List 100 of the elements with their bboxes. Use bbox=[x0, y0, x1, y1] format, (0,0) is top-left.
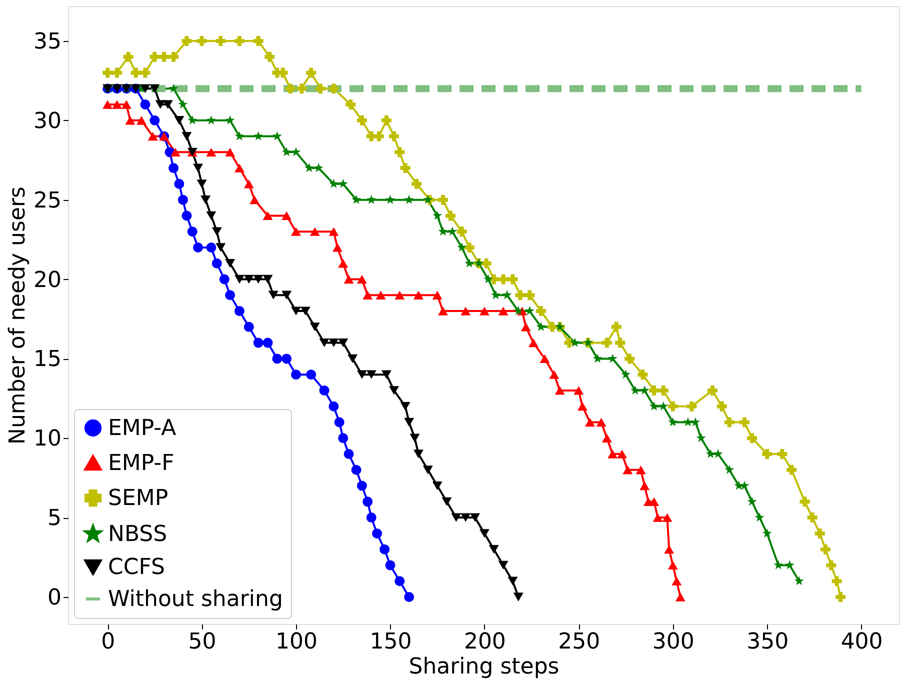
point bbox=[234, 274, 244, 284]
point bbox=[250, 195, 260, 204]
point bbox=[334, 417, 344, 428]
point bbox=[754, 512, 764, 522]
point bbox=[675, 592, 686, 602]
point bbox=[178, 100, 188, 109]
x-tick-label: 150 bbox=[370, 630, 412, 654]
point bbox=[174, 178, 184, 189]
point bbox=[640, 385, 650, 395]
point bbox=[206, 211, 216, 220]
point bbox=[640, 481, 650, 490]
point bbox=[187, 226, 198, 237]
point bbox=[498, 560, 508, 570]
y-tick-label: 35 bbox=[34, 29, 62, 54]
x-tick-label: 400 bbox=[840, 630, 883, 654]
point bbox=[394, 576, 405, 586]
point bbox=[366, 370, 376, 379]
point bbox=[706, 449, 716, 458]
point bbox=[319, 385, 330, 396]
point bbox=[608, 354, 618, 363]
point bbox=[212, 227, 222, 236]
point bbox=[244, 274, 254, 284]
point bbox=[206, 148, 216, 156]
point bbox=[366, 512, 376, 523]
point bbox=[206, 115, 216, 124]
point bbox=[319, 338, 330, 348]
point bbox=[570, 338, 580, 347]
point bbox=[432, 290, 442, 300]
point bbox=[442, 497, 452, 506]
point bbox=[413, 290, 424, 300]
point bbox=[272, 131, 282, 140]
point bbox=[662, 513, 672, 522]
point bbox=[291, 147, 301, 156]
point bbox=[460, 513, 471, 522]
point bbox=[328, 178, 338, 188]
point bbox=[794, 576, 804, 586]
point bbox=[125, 116, 136, 125]
point bbox=[400, 402, 410, 411]
point bbox=[577, 402, 588, 411]
point bbox=[483, 274, 493, 284]
point bbox=[200, 195, 211, 204]
point bbox=[306, 370, 316, 380]
point bbox=[554, 386, 565, 395]
point bbox=[262, 338, 273, 348]
point bbox=[253, 338, 264, 348]
point bbox=[664, 545, 674, 554]
point bbox=[372, 528, 382, 538]
point bbox=[404, 418, 414, 427]
point bbox=[168, 84, 178, 93]
point bbox=[513, 592, 524, 602]
point bbox=[225, 290, 236, 300]
point bbox=[683, 417, 693, 426]
point bbox=[479, 306, 490, 316]
point bbox=[178, 194, 188, 205]
point bbox=[404, 592, 414, 602]
point bbox=[380, 544, 390, 554]
point bbox=[410, 434, 420, 442]
point bbox=[464, 258, 474, 268]
point bbox=[348, 354, 358, 364]
point bbox=[234, 131, 244, 140]
point bbox=[528, 338, 538, 348]
point bbox=[314, 163, 324, 172]
point bbox=[182, 132, 192, 141]
point bbox=[404, 194, 414, 204]
point bbox=[300, 306, 310, 316]
point bbox=[219, 274, 230, 284]
point bbox=[282, 354, 292, 364]
point bbox=[520, 322, 531, 332]
point bbox=[668, 417, 678, 426]
point bbox=[381, 370, 392, 379]
point bbox=[356, 370, 367, 379]
point bbox=[457, 242, 467, 252]
point bbox=[479, 529, 490, 538]
y-tick-label: 20 bbox=[34, 268, 62, 293]
point bbox=[356, 480, 367, 491]
point bbox=[174, 116, 184, 125]
point bbox=[170, 148, 180, 156]
point bbox=[262, 211, 273, 220]
point bbox=[206, 242, 216, 252]
point bbox=[488, 545, 499, 554]
point bbox=[344, 449, 354, 459]
point bbox=[514, 306, 524, 316]
point bbox=[388, 386, 399, 395]
point bbox=[182, 210, 192, 221]
point bbox=[225, 148, 236, 156]
point bbox=[470, 513, 480, 522]
point bbox=[352, 194, 362, 204]
point bbox=[310, 322, 320, 332]
point bbox=[193, 242, 204, 252]
point bbox=[234, 306, 244, 316]
legend-label: Without sharing bbox=[108, 587, 283, 612]
point bbox=[622, 466, 633, 474]
point bbox=[338, 178, 348, 188]
y-tick-label: 25 bbox=[34, 188, 62, 214]
point bbox=[376, 290, 386, 300]
legend-label: EMP-F bbox=[108, 451, 174, 476]
point bbox=[617, 450, 627, 458]
legend-label: SEMP bbox=[108, 486, 168, 511]
y-tick-label: 10 bbox=[34, 426, 62, 452]
point bbox=[148, 132, 158, 141]
